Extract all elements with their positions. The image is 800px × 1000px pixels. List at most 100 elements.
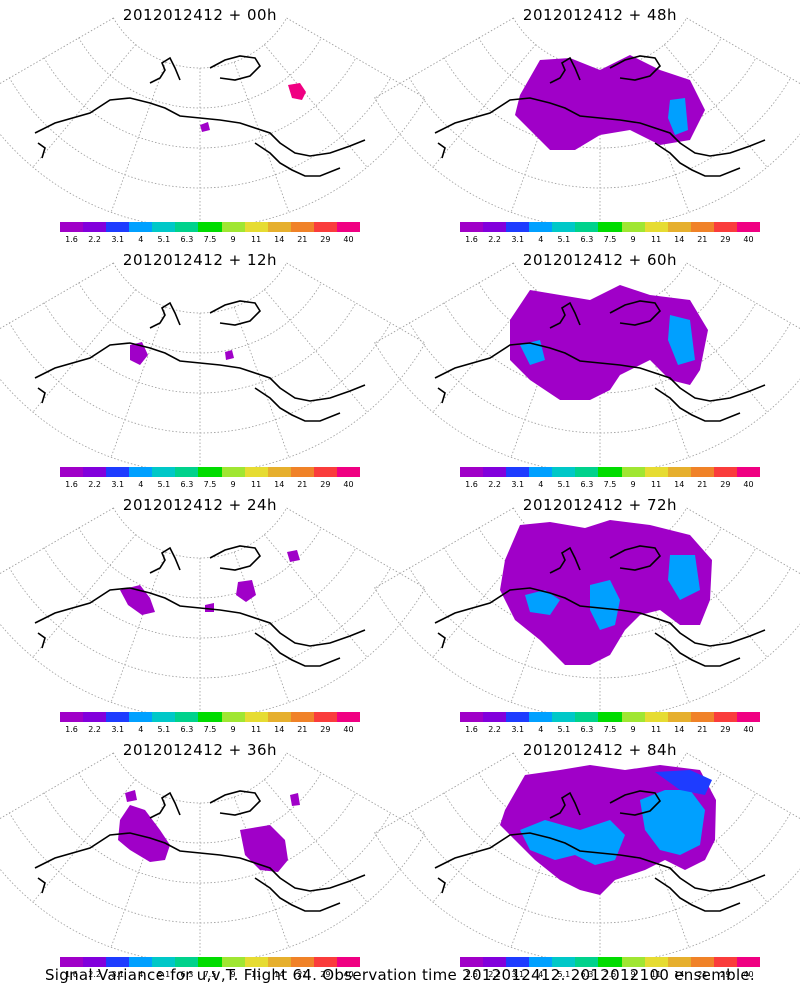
colorbar-segment	[598, 712, 622, 722]
variance-field	[200, 83, 306, 132]
colorbar-label: 21	[297, 970, 308, 979]
colorbar-label: 9	[230, 970, 236, 979]
colorbar-labels: 1.6 2.2 3.1 4 5.1 6.3 7.5 9 11 14 21 29 40	[60, 970, 360, 980]
colorbar-segment	[575, 467, 599, 477]
colorbar-label: 2.2	[88, 725, 101, 734]
colorbar-segment	[290, 222, 314, 232]
colorbar-segment	[244, 957, 268, 967]
colorbar-label: 7.5	[603, 235, 617, 244]
colorbar-segment	[529, 467, 553, 477]
variance-contour	[590, 580, 620, 630]
colorbar-label: 3.1	[111, 235, 125, 244]
colorbar-label: 7.5	[603, 725, 617, 734]
colorbar-segment	[667, 467, 691, 477]
colorbar-label: 14	[274, 480, 285, 489]
colorbar-segment	[483, 957, 507, 967]
colorbar-label: 2.2	[88, 480, 101, 489]
variance-contour	[510, 285, 708, 400]
colorbar-segment	[713, 712, 737, 722]
colorbar-segment	[529, 712, 553, 722]
variance-contour	[640, 790, 705, 855]
coastline	[34, 300, 366, 422]
colorbar-label: 11	[651, 725, 662, 734]
colorbar-segment	[290, 957, 314, 967]
colorbar	[60, 712, 361, 722]
forecast-panel: 2012012412 + 12h 1.6 2.2 3.1 4 5.1 6.3 7.5 9 11 14…	[0, 245, 426, 490]
colorbar-label: 4	[538, 725, 544, 734]
coastline	[34, 790, 366, 912]
colorbar-labels: 1.6 2.2 3.1 4 5.1 6.3 7.5 9 11 14 21 29 40	[460, 970, 760, 980]
colorbar-label: 1.6	[65, 235, 78, 244]
colorbar-segment	[290, 467, 314, 477]
variance-field	[510, 285, 708, 400]
colorbar-label: 3.1	[111, 970, 125, 979]
graticule	[0, 507, 426, 719]
colorbar-label: 2.2	[88, 970, 101, 979]
graticule	[0, 262, 426, 474]
colorbar-segment	[83, 957, 107, 967]
colorbar-segment	[336, 222, 361, 232]
colorbar-label: 29	[720, 970, 731, 979]
colorbar-segment	[598, 222, 622, 232]
colorbar-label: 9	[630, 235, 636, 244]
colorbar-label: 29	[720, 480, 731, 489]
forecast-panel: 2012012412 + 84h 1.6 2.2 3.1 4 5.1 6.3 7.5 9 11 14…	[374, 735, 800, 980]
coastline	[34, 55, 366, 177]
colorbar-label: 40	[743, 970, 754, 979]
variance-field	[118, 790, 300, 872]
colorbar-label: 7.5	[603, 970, 617, 979]
colorbar-segment	[175, 712, 199, 722]
variance-contour	[205, 603, 214, 612]
colorbar-label: 5.1	[557, 725, 571, 734]
forecast-panel: 2012012412 + 60h 1.6 2.2 3.1 4 5.1 6.3 7.5 9 11 14…	[374, 245, 800, 490]
colorbar-segment	[644, 222, 668, 232]
colorbar-segment	[83, 712, 107, 722]
coastline	[434, 790, 766, 912]
colorbar-label: 1.6	[65, 480, 78, 489]
variance-contour	[668, 555, 700, 600]
variance-contour	[118, 805, 170, 862]
coastline	[434, 545, 766, 667]
colorbar-label: 6.3	[580, 235, 594, 244]
colorbar-segment	[60, 222, 84, 232]
colorbar-segment	[267, 712, 291, 722]
colorbar-label: 11	[251, 235, 262, 244]
colorbar-label: 5.1	[157, 725, 171, 734]
polar-map	[374, 752, 800, 964]
colorbar-label: 7.5	[203, 970, 217, 979]
polar-map	[0, 752, 426, 964]
colorbar-segment	[106, 957, 130, 967]
colorbar-segment	[644, 712, 668, 722]
forecast-panel: 2012012412 + 24h 1.6 2.2 3.1 4 5.1 6.3 7.5 9 11 14…	[0, 490, 426, 735]
colorbar-label: 5.1	[557, 235, 571, 244]
colorbar-segment	[106, 712, 130, 722]
colorbar-segment	[667, 222, 691, 232]
colorbar	[60, 222, 361, 232]
variance-contour	[668, 315, 695, 365]
colorbar-label: 11	[651, 970, 662, 979]
colorbar-label: 2.2	[488, 725, 501, 734]
colorbar	[460, 467, 761, 477]
colorbar-segment	[152, 712, 176, 722]
colorbar-segment	[336, 712, 361, 722]
colorbar-segment	[506, 222, 530, 232]
colorbar-label: 5.1	[157, 970, 171, 979]
variance-contour	[225, 350, 234, 360]
colorbar-label: 4	[138, 725, 144, 734]
colorbar-segment	[506, 467, 530, 477]
figure-caption: Signal Variance for u,v,T. Flight 64. Ob…	[44, 966, 756, 984]
colorbar-label: 14	[674, 725, 685, 734]
colorbar-segment	[506, 712, 530, 722]
polar-map	[374, 507, 800, 719]
panel-title: 2012012412 + 84h	[522, 741, 678, 759]
colorbar-segment	[644, 957, 668, 967]
colorbar-label: 4	[538, 235, 544, 244]
colorbar-segment	[267, 222, 291, 232]
colorbar-label: 5.1	[557, 970, 571, 979]
colorbar	[60, 467, 361, 477]
colorbar-label: 7.5	[203, 725, 217, 734]
colorbar-segment	[221, 712, 245, 722]
colorbar-label: 29	[320, 970, 331, 979]
colorbar	[60, 957, 361, 967]
colorbar-segment	[575, 712, 599, 722]
